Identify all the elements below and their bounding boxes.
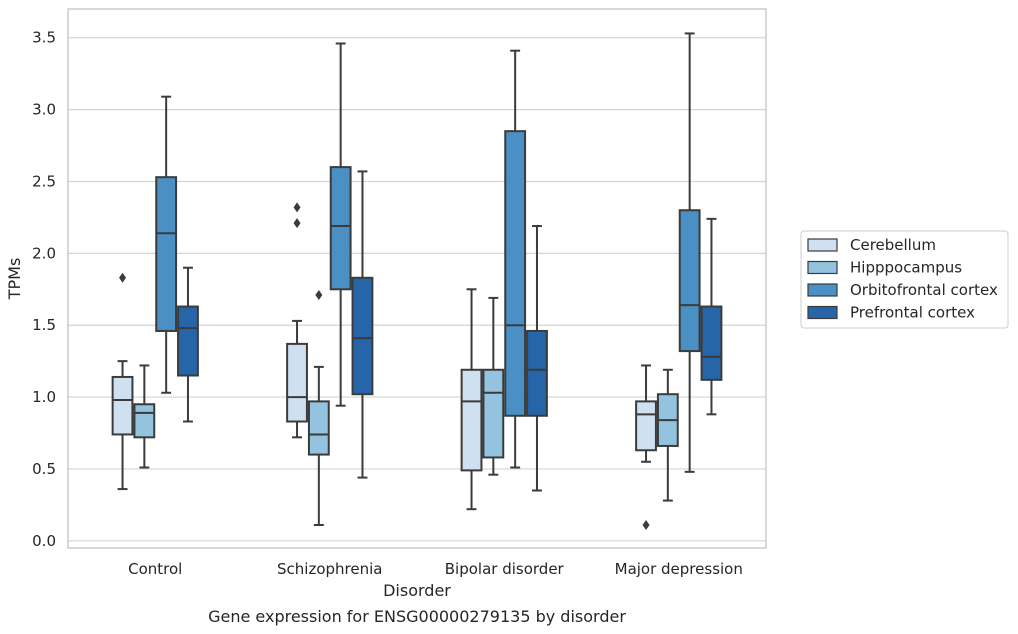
outlier-marker: [293, 218, 301, 229]
box-prefrontal-cortex: [526, 225, 548, 492]
box-prefrontal-cortex: [351, 170, 374, 479]
iqr-box: [678, 209, 701, 353]
box-orbitofrontal-cortex: [504, 49, 527, 469]
box-hipppocampus: [307, 290, 330, 527]
legend-frame: [800, 230, 1009, 329]
box-cerebellum: [635, 364, 657, 531]
box-cerebellum: [111, 272, 134, 491]
x-axis-label: Disorder: [383, 581, 451, 600]
iqr-box: [329, 166, 352, 291]
legend-label: Orbitofrontal cortex: [850, 281, 998, 299]
box-orbitofrontal-cortex: [155, 95, 178, 394]
iqr-box: [351, 276, 374, 396]
iqr-box: [504, 130, 527, 417]
legend-swatch: [807, 260, 838, 275]
plot-frame: [67, 8, 767, 549]
y-axis-label: TPMs: [5, 258, 24, 301]
box-orbitofrontal-cortex: [678, 32, 701, 473]
legend-label: Cerebellum: [850, 236, 936, 254]
boxes: [111, 32, 723, 531]
box-cerebellum: [286, 202, 308, 439]
x-tick-labels: Control Schizophrenia Bipolar disorder Majo…: [128, 560, 743, 578]
box-orbitofrontal-cortex: [329, 42, 352, 407]
y-tick-label: 0.0: [32, 532, 56, 550]
iqr-box: [482, 368, 505, 459]
y-tick-labels: 0.0 0.5 1.0 1.5 2.0 2.5 3.0 3.5: [32, 29, 56, 550]
y-tick-label: 1.5: [32, 316, 56, 334]
y-tick-label: 2.5: [32, 172, 56, 190]
box-prefrontal-cortex: [177, 266, 199, 423]
box-prefrontal-cortex: [700, 217, 723, 416]
x-tick-label: Major depression: [615, 560, 743, 578]
y-tick-label: 1.0: [32, 388, 56, 406]
y-tick-label: 3.0: [32, 101, 56, 119]
iqr-box: [177, 305, 199, 377]
legend-label: Prefrontal cortex: [850, 304, 975, 322]
outlier-marker: [119, 272, 127, 283]
iqr-box: [286, 342, 308, 423]
legend-label: Hipppocampus: [850, 259, 962, 277]
x-tick-label: Schizophrenia: [277, 560, 382, 578]
x-tick-label: Control: [128, 560, 182, 578]
y-tick-label: 3.5: [32, 29, 56, 47]
chart-caption: Gene expression for ENSG00000279135 by d…: [208, 607, 626, 626]
legend-swatch: [807, 283, 838, 297]
box-hipppocampus: [656, 368, 679, 502]
y-tick-label: 2.0: [32, 244, 56, 262]
iqr-box: [526, 329, 548, 417]
outlier-marker: [642, 520, 650, 531]
box-hipppocampus: [133, 364, 156, 469]
iqr-box: [460, 368, 483, 472]
legend: Cerebellum Hipppocampus Orbitofrontal cort…: [800, 230, 1009, 329]
box-hipppocampus: [482, 296, 505, 476]
iqr-box: [155, 176, 178, 332]
outlier-marker: [315, 290, 323, 301]
box-cerebellum: [460, 288, 483, 511]
y-tick-label: 0.5: [32, 460, 56, 478]
legend-swatch: [807, 305, 838, 320]
iqr-box: [635, 400, 657, 452]
iqr-box: [111, 375, 134, 436]
iqr-box: [133, 403, 156, 439]
iqr-box: [307, 400, 330, 456]
iqr-box: [700, 305, 723, 381]
outlier-marker: [293, 202, 301, 213]
legend-swatch: [807, 238, 838, 252]
x-tick-label: Bipolar disorder: [445, 560, 565, 578]
